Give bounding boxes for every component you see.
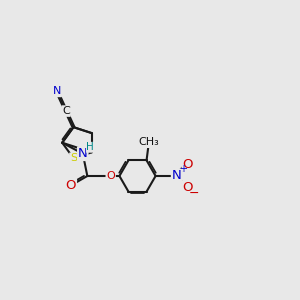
Text: O: O	[106, 171, 115, 181]
Text: C: C	[62, 106, 70, 116]
Text: CH₃: CH₃	[139, 137, 159, 147]
Text: O: O	[66, 179, 76, 192]
Text: N: N	[78, 147, 88, 160]
Text: H: H	[86, 142, 94, 152]
Text: −: −	[189, 187, 199, 200]
Text: S: S	[70, 153, 77, 163]
Text: N: N	[172, 169, 182, 182]
Text: O: O	[182, 158, 193, 171]
Text: N: N	[53, 86, 61, 96]
Text: +: +	[179, 164, 187, 174]
Text: O: O	[182, 181, 193, 194]
